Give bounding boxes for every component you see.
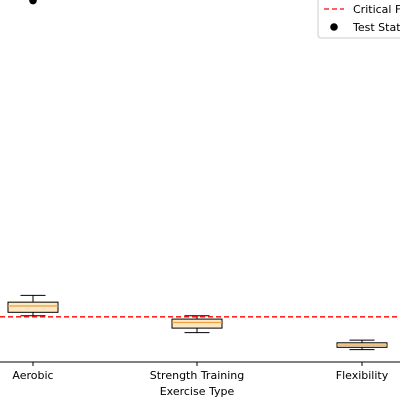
x-tick-label: Aerobic	[12, 369, 53, 382]
x-tick-label: Strength Training	[150, 369, 244, 382]
box-body	[171, 318, 223, 329]
legend-test-stat-swatch	[330, 23, 338, 31]
x-axis: Aerobic Strength Training Flexibility	[0, 361, 400, 382]
plot-area	[0, 0, 400, 351]
x-axis-label: Exercise Type	[160, 385, 235, 398]
box-aerobic	[7, 294, 59, 317]
box-strength-training	[171, 315, 223, 334]
box-flexibility	[336, 339, 388, 351]
test-statistic-point	[29, 0, 37, 5]
legend-frame	[317, 0, 400, 39]
legend-critical-label: Critical F	[353, 3, 400, 16]
box-body	[7, 301, 59, 313]
legend: Critical F Test Stat	[317, 0, 400, 39]
legend-test-stat-label: Test Stat	[352, 21, 400, 34]
x-tick-label: Flexibility	[336, 369, 389, 382]
